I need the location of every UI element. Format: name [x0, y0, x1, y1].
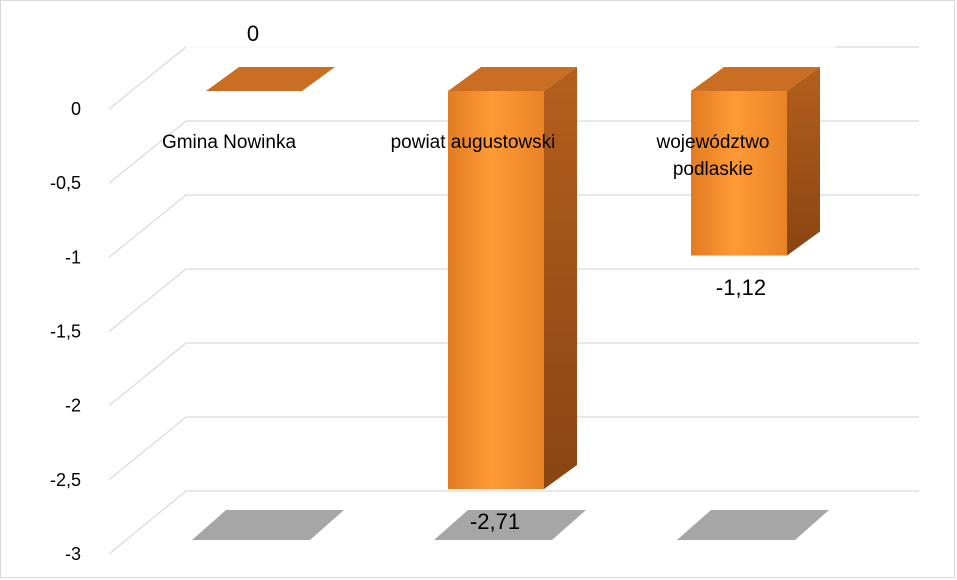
bar-side-face [787, 67, 820, 256]
bar-front-face [448, 91, 544, 489]
data-label: -1,12 [716, 275, 766, 300]
bar-front-face [691, 91, 787, 256]
gridline-side [108, 490, 187, 555]
y-tick-label: -3 [65, 544, 81, 564]
category-label-line: powiat augustowski [391, 132, 556, 153]
y-tick-label: -1,5 [50, 322, 81, 342]
bars-layer [206, 67, 820, 489]
bar-top-face [448, 67, 577, 91]
floor-tile [677, 510, 829, 540]
y-tick-label: -0,5 [50, 173, 81, 193]
bar-1 [206, 67, 335, 91]
data-label: -2,71 [470, 509, 520, 534]
y-tick-label: 0 [71, 99, 81, 119]
category-label: województwo podlaskie [656, 132, 770, 180]
data-label: 0 [247, 21, 259, 46]
labels-layer: Gmina Nowinka powiat augustowski województ… [162, 21, 836, 534]
bar-side-face [544, 67, 577, 489]
floor-layer [192, 510, 829, 540]
gridline-side [108, 268, 187, 332]
gridline-side [108, 46, 187, 110]
y-tick-label: -2 [65, 396, 81, 416]
bar-top-face [206, 67, 335, 91]
y-tick-label: -2,5 [50, 470, 81, 490]
gridline-side [108, 416, 187, 481]
floor-tile [192, 510, 344, 540]
bar-top-face [691, 67, 820, 91]
category-label-line: podlaskie [673, 159, 753, 180]
category-label-line: Gmina Nowinka [162, 132, 297, 153]
floor-tile [434, 510, 586, 540]
category-label: Gmina Nowinka [162, 132, 297, 153]
gridline-side [108, 342, 187, 407]
category-label: powiat augustowski [391, 132, 556, 153]
bar-2 [448, 67, 577, 489]
bar-3 [691, 67, 820, 256]
y-tick-label: -1 [65, 247, 81, 267]
gridline-side [108, 120, 187, 184]
category-label-line: województwo [656, 132, 770, 153]
gridline-side [108, 194, 187, 258]
